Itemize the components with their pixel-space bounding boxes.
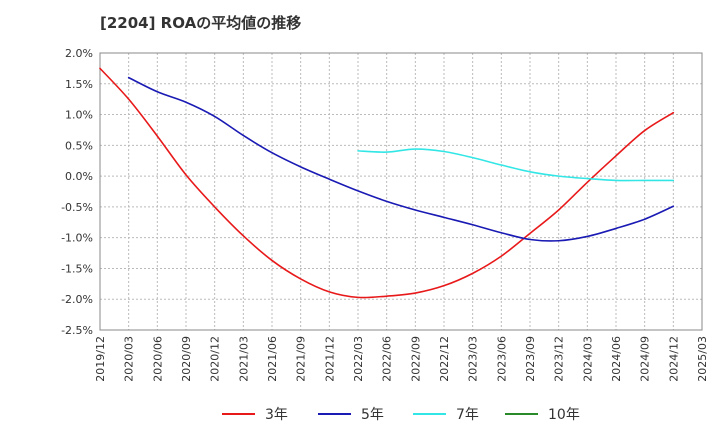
legend-label-1: 5年 <box>361 407 384 423</box>
series-line-1 <box>127 76 675 242</box>
x-tick-label: 2025/03 <box>696 336 709 382</box>
x-tick-label: 2024/06 <box>610 336 623 382</box>
x-tick-label: 2021/12 <box>323 336 336 382</box>
y-tick-label: -2.5% <box>61 324 93 337</box>
x-tick-label: 2022/12 <box>438 336 451 382</box>
plot-frame <box>99 52 703 331</box>
x-tick-label: 2023/03 <box>467 336 480 382</box>
x-tick-label: 2021/09 <box>295 336 308 382</box>
series-line-0 <box>99 67 675 299</box>
y-tick-label: 2.0% <box>65 47 93 60</box>
x-tick-label: 2020/12 <box>209 336 222 382</box>
series-line-2 <box>357 148 675 182</box>
x-tick-label: 2020/09 <box>180 336 193 382</box>
x-tick-label: 2019/12 <box>94 336 107 382</box>
chart-title: [2204] ROAの平均値の推移 <box>100 14 301 32</box>
x-tick-label: 2023/12 <box>553 336 566 382</box>
grid <box>99 52 703 331</box>
legend-label-0: 3年 <box>265 407 288 423</box>
x-tick-label: 2020/03 <box>123 336 136 382</box>
y-tick-label: 1.0% <box>65 109 93 122</box>
legend: 3年 5年 7年 10年 <box>222 407 580 423</box>
x-tick-label: 2024/12 <box>667 336 680 382</box>
legend-label-3: 10年 <box>548 407 580 423</box>
series-lines <box>99 67 675 299</box>
x-tick-label: 2022/03 <box>352 336 365 382</box>
x-tick-label: 2022/09 <box>409 336 422 382</box>
y-tick-label: 0.0% <box>65 170 93 183</box>
axes: 2.0% 1.5% 1.0% 0.5% 0.0% -0.5% -1.0% -1.5% -2.0%… <box>61 47 709 382</box>
y-tick-label: -1.5% <box>61 262 93 275</box>
y-tick-label: -0.5% <box>61 201 93 214</box>
y-tick-label: 1.5% <box>65 78 93 91</box>
x-tick-label: 2024/09 <box>639 336 652 382</box>
x-tick-label: 2022/06 <box>381 336 394 382</box>
x-tick-label: 2020/06 <box>151 336 164 382</box>
x-tick-label: 2024/03 <box>581 336 594 382</box>
x-tick-label: 2021/03 <box>237 336 250 382</box>
y-tick-label: 0.5% <box>65 139 93 152</box>
y-tick-label: -1.0% <box>61 232 93 245</box>
legend-label-2: 7年 <box>456 407 479 423</box>
x-tick-label: 2021/06 <box>266 336 279 382</box>
x-tick-label: 2023/09 <box>524 336 537 382</box>
y-tick-label: -2.0% <box>61 293 93 306</box>
x-tick-label: 2023/06 <box>495 336 508 382</box>
